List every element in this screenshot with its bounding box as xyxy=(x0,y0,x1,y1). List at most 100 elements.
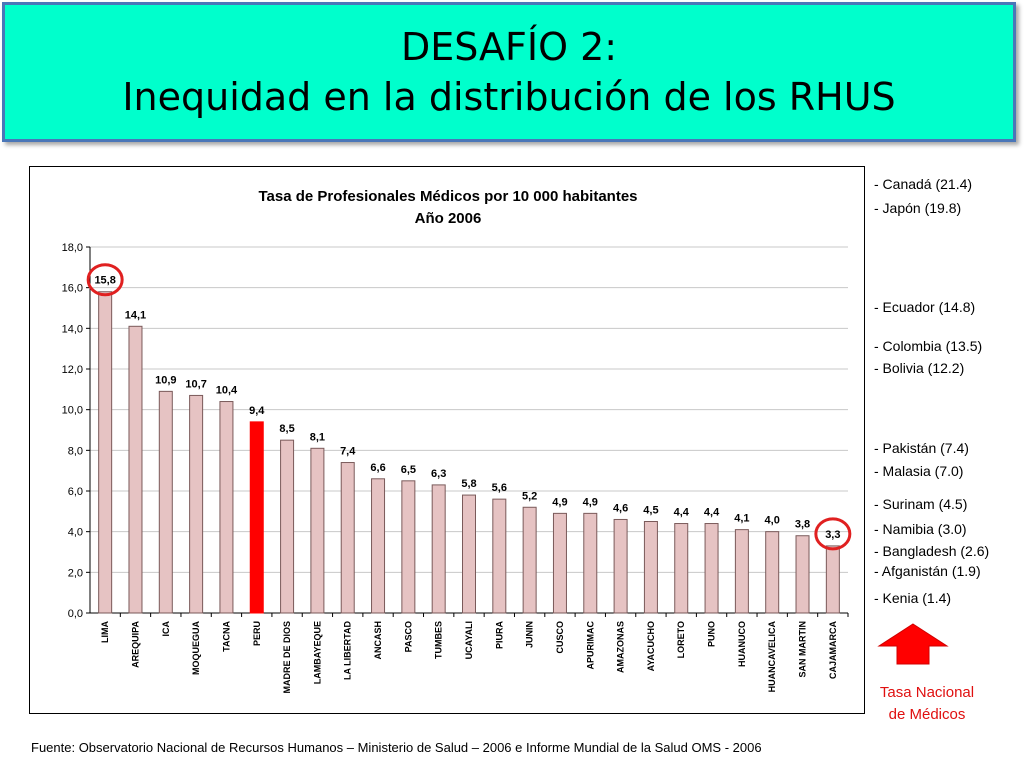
bar-lambayeque xyxy=(310,447,325,614)
x-tick-label: HUANUCO xyxy=(737,621,747,667)
bar-piura xyxy=(492,498,507,614)
data-label: 4,5 xyxy=(643,505,658,517)
data-label: 8,1 xyxy=(310,431,325,443)
slide-title-line-1: DESAFÍO 2: xyxy=(400,25,618,69)
y-tick-label: 4,0 xyxy=(68,527,83,539)
x-tick-label: TACNA xyxy=(221,621,231,652)
x-tick-label: LAMBAYEQUE xyxy=(312,621,322,684)
reference-country: - Japón (19.8) xyxy=(874,200,962,216)
data-label: 14,1 xyxy=(125,309,146,321)
x-tick-label: ICA xyxy=(161,621,171,637)
bar-cusco xyxy=(552,512,567,614)
reference-country: - Malasia (7.0) xyxy=(874,463,964,479)
bar-madre-de-dios xyxy=(280,439,295,614)
data-label: 10,4 xyxy=(216,385,238,397)
x-tick-label: AYACUCHO xyxy=(646,621,656,671)
data-label: 3,8 xyxy=(795,519,810,531)
y-tick-label: 0,0 xyxy=(68,608,83,620)
bar-lima xyxy=(98,291,113,614)
data-label: 4,0 xyxy=(765,515,780,527)
reference-country: - Colombia (13.5) xyxy=(874,338,983,354)
highlight-circle xyxy=(86,263,124,297)
data-label: 4,9 xyxy=(583,496,598,508)
x-tick-label: APURIMAC xyxy=(585,621,595,670)
x-tick-label: PASCO xyxy=(403,621,413,652)
bar-apurimac xyxy=(583,512,598,614)
bar-ucayali xyxy=(462,494,476,614)
y-tick-label: 18,0 xyxy=(62,242,83,254)
reference-country: - Ecuador (14.8) xyxy=(874,299,976,315)
data-label: 4,4 xyxy=(704,507,720,519)
bar-pasco xyxy=(401,480,416,614)
bar-moquegua xyxy=(189,394,204,614)
x-tick-label: LORETO xyxy=(676,621,686,658)
chart-subtitle: Año 2006 xyxy=(415,210,482,227)
x-tick-label: MOQUEGUA xyxy=(191,620,201,675)
reference-country: - Kenia (1.4) xyxy=(874,590,952,606)
data-label: 6,3 xyxy=(431,468,446,480)
data-label: 10,7 xyxy=(185,378,206,390)
x-tick-label: LA LIBERTAD xyxy=(343,621,353,680)
data-label: 8,5 xyxy=(279,423,294,435)
bar-junin xyxy=(522,506,537,614)
reference-country: - Canadá (21.4) xyxy=(874,176,973,192)
data-label: 4,1 xyxy=(734,513,749,525)
x-tick-label: PIURA xyxy=(494,621,504,650)
y-tick-label: 8,0 xyxy=(68,445,83,457)
data-label: 15,8 xyxy=(94,275,115,287)
data-label: 3,3 xyxy=(825,529,840,541)
bars xyxy=(98,291,840,614)
x-tick-label: AMAZONAS xyxy=(616,621,626,673)
x-tick-label: AREQUIPA xyxy=(130,621,140,668)
data-label: 4,4 xyxy=(674,507,690,519)
axes: 0,0 2,0 4,0 6,0 8,0 10,0 12,0 14,0 16,0 18,0 LIMA A… xyxy=(62,242,849,694)
bar-loreto xyxy=(674,523,689,614)
x-tick-label: SAN MARTIN xyxy=(798,621,808,678)
reference-country: - Pakistán (7.4) xyxy=(874,440,969,456)
source-note: Fuente: Observatorio Nacional de Recurso… xyxy=(31,740,762,755)
bar-la-libertad xyxy=(340,462,355,614)
reference-country: - Surinam (4.5) xyxy=(874,496,968,512)
red-up-arrow-icon xyxy=(877,623,949,665)
bar-ica xyxy=(158,390,173,614)
bar-arequipa xyxy=(128,325,143,614)
x-tick-label: LIMA xyxy=(100,621,110,643)
x-tick-label: HUANCAVELICA xyxy=(767,621,777,693)
bar-peru xyxy=(249,421,264,614)
x-tick-label: UCAYALI xyxy=(464,621,474,659)
slide-title-line-2: Inequidad en la distribución de los RHUS xyxy=(122,75,896,119)
data-label: 7,4 xyxy=(340,446,356,458)
bar-puno xyxy=(704,523,719,614)
reference-country: - Afganistán (1.9) xyxy=(874,563,981,579)
bar-amazonas xyxy=(613,518,628,614)
x-tick-label: PUNO xyxy=(707,621,717,647)
chart-frame: Tasa de Profesionales Médicos por 10 000… xyxy=(29,166,865,714)
bar-tacna xyxy=(219,401,234,614)
x-tick-label: CAJAMARCA xyxy=(828,621,838,679)
reference-country: - Namibia (3.0) xyxy=(874,521,967,537)
x-tick-label: JUNIN xyxy=(525,621,535,648)
data-label: 5,6 xyxy=(492,482,507,494)
bar-ancash xyxy=(371,478,386,614)
y-tick-label: 12,0 xyxy=(62,364,83,376)
bar-san-martin xyxy=(795,535,810,614)
reference-country: - Bolivia (12.2) xyxy=(874,360,965,376)
bar-ayacucho xyxy=(643,521,658,614)
data-label: 4,6 xyxy=(613,502,628,514)
y-tick-label: 2,0 xyxy=(68,567,83,579)
reference-country: - Bangladesh (2.6) xyxy=(874,543,990,559)
data-label: 6,6 xyxy=(370,462,385,474)
data-label: 6,5 xyxy=(401,464,416,476)
x-tick-label: MADRE DE DIOS xyxy=(282,621,292,694)
national-rate-label-line-2: de Médicos xyxy=(888,706,966,723)
y-tick-label: 6,0 xyxy=(68,486,83,498)
grid-lines xyxy=(90,246,848,573)
national-rate-label: Tasa Nacional de Médicos xyxy=(866,682,988,726)
x-tick-label: CUSCO xyxy=(555,621,565,654)
national-rate-label-line-1: Tasa Nacional xyxy=(879,684,975,701)
data-labels: 15,8 14,1 10,9 10,7 10,4 9,4 8,5 8,1 7,4 6,6 6,5 6,… xyxy=(86,263,852,551)
bar-huancavelica xyxy=(765,531,780,614)
title-banner: DESAFÍO 2: Inequidad en la distribución … xyxy=(2,2,1016,142)
x-tick-label: PERU xyxy=(252,621,262,646)
data-label: 4,9 xyxy=(552,496,567,508)
